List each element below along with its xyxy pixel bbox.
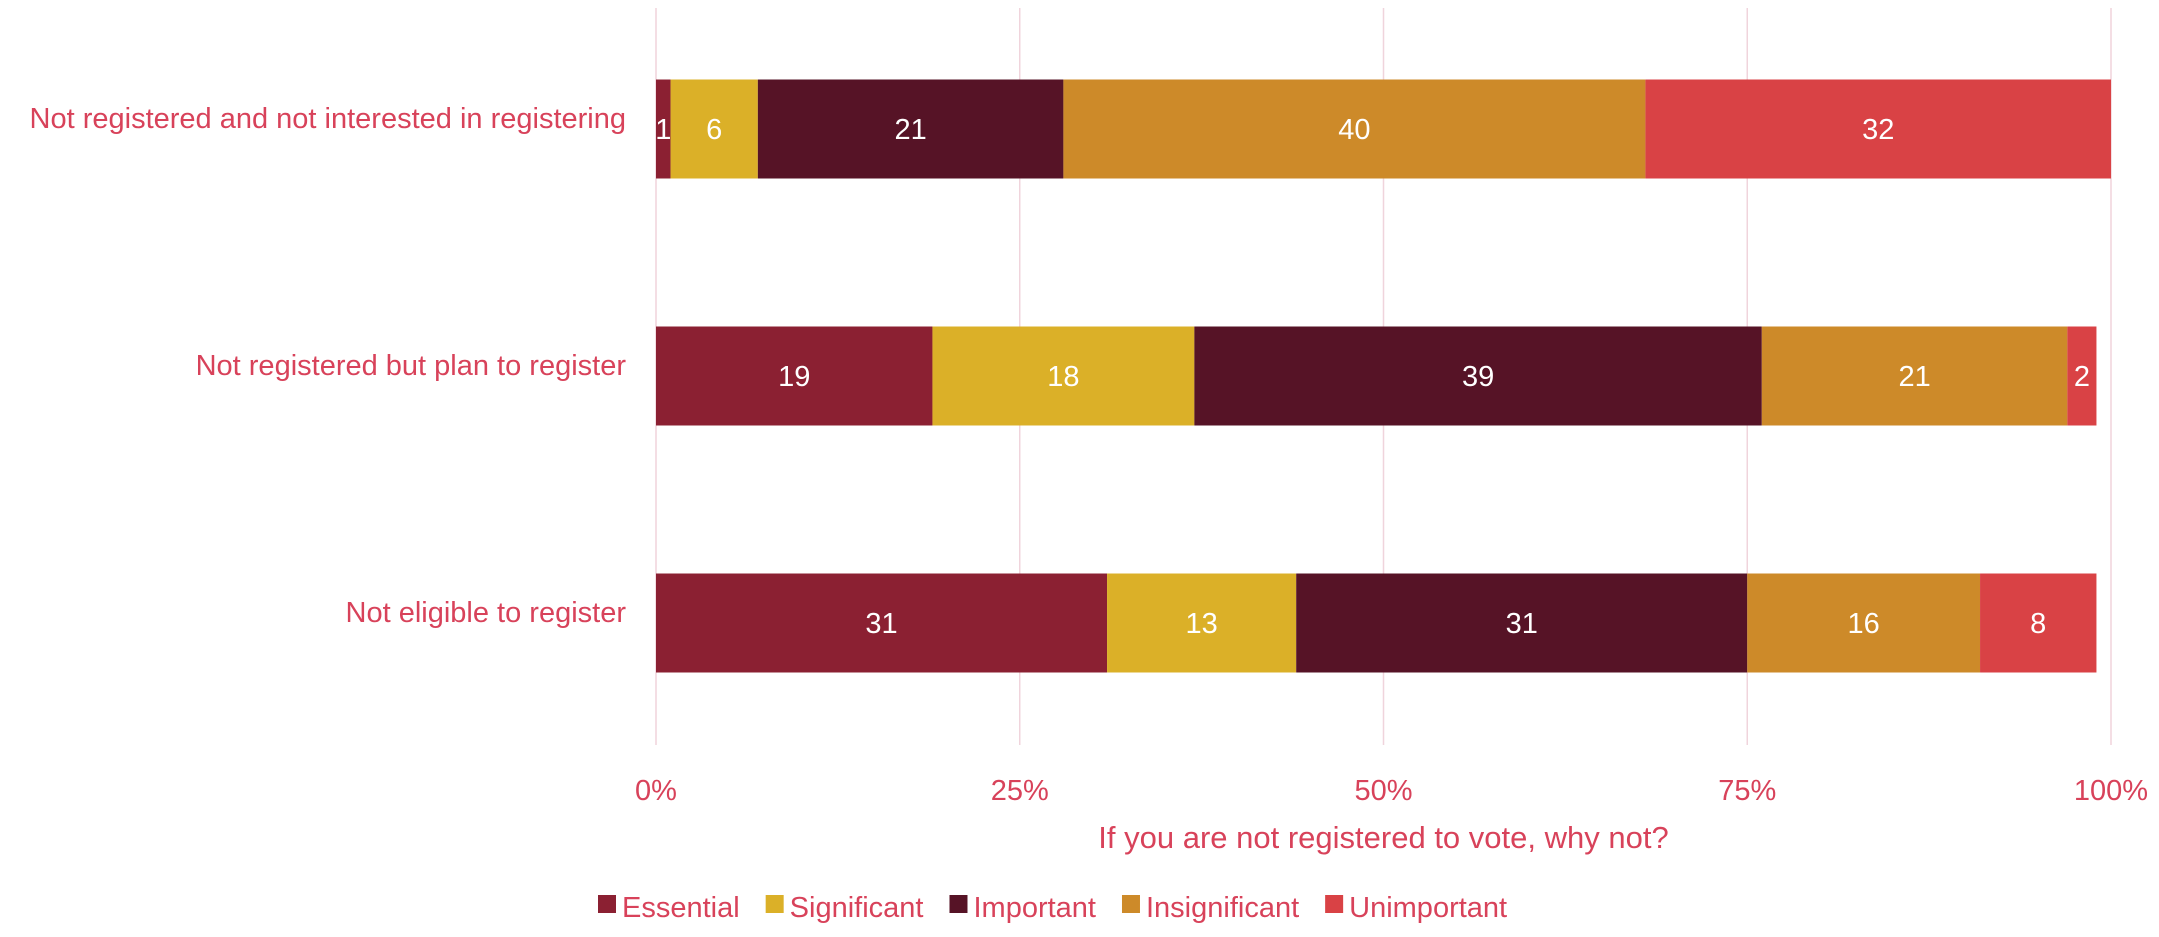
bar-segment-essential-1 [656, 326, 933, 426]
bar-segment-essential-0 [656, 79, 671, 179]
legend-label-essential: Essential [622, 892, 740, 924]
data-label: 2 [2074, 361, 2090, 393]
data-label: 8 [2030, 608, 2046, 640]
data-label: 21 [1898, 361, 1930, 393]
bar-segment-essential-2 [656, 573, 1108, 673]
bar-segment-important-0 [757, 79, 1064, 179]
bar-segment-insignificant-2 [1747, 573, 1981, 673]
bar-segment-important-1 [1194, 326, 1762, 426]
data-label: 31 [865, 608, 897, 640]
legend-swatch-insignificant [1121, 895, 1140, 913]
bar-segment-unimportant-0 [1645, 79, 2111, 179]
legend-swatch-important [949, 895, 968, 913]
legend-label-important: Important [973, 892, 1096, 924]
category-label: Not registered but plan to register [196, 350, 627, 382]
data-label: 21 [894, 114, 926, 146]
legend-label-insignificant: Insignificant [1146, 892, 1299, 924]
data-label: 16 [1848, 608, 1880, 640]
data-label: 40 [1338, 114, 1370, 146]
bar-segment-unimportant-1 [2067, 326, 2097, 426]
legend-swatch-significant [765, 895, 784, 913]
data-label: 31 [1506, 608, 1538, 640]
bar-segment-important-2 [1296, 573, 1748, 673]
bar-segment-significant-1 [932, 326, 1195, 426]
data-label: 32 [1862, 114, 1894, 146]
bar-segment-insignificant-0 [1063, 79, 1646, 179]
legend-swatch-essential [598, 895, 616, 913]
legend-label-unimportant: Unimportant [1349, 892, 1507, 924]
x-axis-label: If you are not registered to vote, why n… [1098, 820, 1668, 855]
x-tick-label: 100% [2074, 775, 2148, 807]
x-tick-label: 25% [991, 775, 1049, 807]
data-label: 13 [1185, 608, 1217, 640]
category-label: Not eligible to register [346, 597, 627, 629]
data-label: 18 [1047, 361, 1079, 393]
bar-segment-significant-2 [1107, 573, 1297, 673]
data-label: 39 [1462, 361, 1494, 393]
legend-swatch-unimportant [1325, 895, 1344, 913]
x-tick-label: 50% [1354, 775, 1412, 807]
data-label: 1 [655, 114, 671, 146]
x-tick-label: 75% [1718, 775, 1776, 807]
bar-segment-significant-0 [670, 79, 758, 179]
data-label: 6 [706, 114, 722, 146]
legend-label-significant: Significant [790, 892, 924, 924]
data-label: 19 [778, 361, 810, 393]
bar-segment-insignificant-1 [1761, 326, 2068, 426]
x-tick-label: 0% [635, 775, 677, 807]
category-label: Not registered and not interested in reg… [30, 103, 626, 135]
bar-segment-unimportant-2 [1980, 573, 2097, 673]
